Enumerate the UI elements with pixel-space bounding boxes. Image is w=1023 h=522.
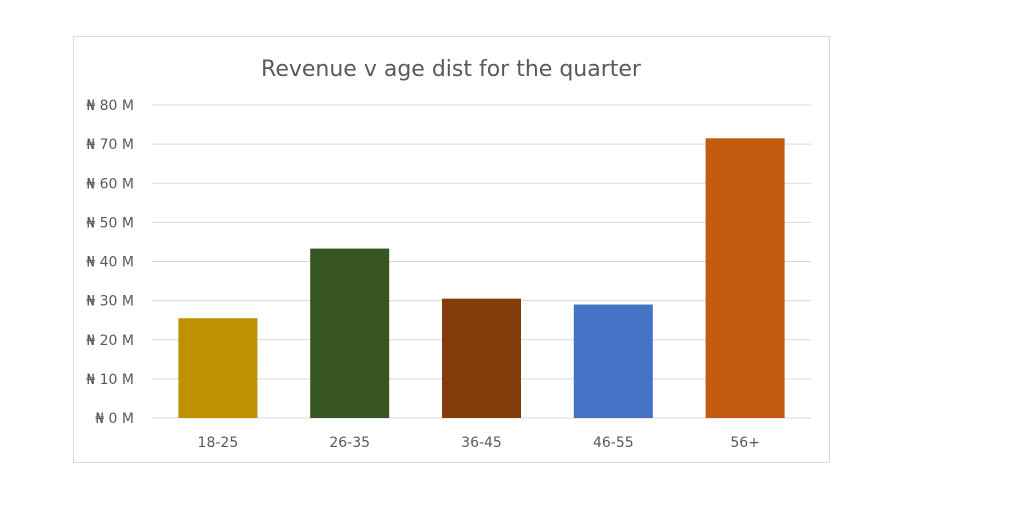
y-axis-tick-labels: ₦ 80 M ₦ 70 M ₦ 60 M ₦ 50 M ₦ 40 M ₦ 30 M ₦ 20… [86, 98, 134, 427]
bar-36-45 [442, 298, 521, 418]
y-tick-label: ₦ 20 M [86, 333, 134, 349]
x-axis-tick-labels: 18-25 26-35 36-45 46-55 56+ [198, 435, 760, 451]
x-tick-label: 56+ [730, 435, 760, 451]
y-tick-label: ₦ 50 M [86, 215, 134, 231]
x-tick-label: 46-55 [593, 435, 634, 451]
bars [178, 138, 785, 418]
x-tick-label: 18-25 [198, 435, 239, 451]
y-tick-label: ₦ 70 M [86, 137, 134, 153]
chart-title: Revenue v age dist for the quarter [261, 57, 642, 82]
y-tick-label: ₦ 30 M [86, 294, 134, 310]
y-tick-label: ₦ 60 M [86, 176, 134, 192]
bar-26-35 [310, 248, 390, 418]
bar-56+ [705, 138, 785, 418]
y-tick-label: ₦ 0 M [95, 411, 134, 427]
y-tick-label: ₦ 10 M [86, 372, 134, 388]
bar-46-55 [573, 304, 653, 418]
x-tick-label: 26-35 [329, 435, 370, 451]
x-tick-label: 36-45 [461, 435, 502, 451]
y-tick-label: ₦ 80 M [86, 98, 134, 114]
bar-18-25 [178, 318, 258, 418]
y-tick-label: ₦ 40 M [86, 255, 134, 271]
